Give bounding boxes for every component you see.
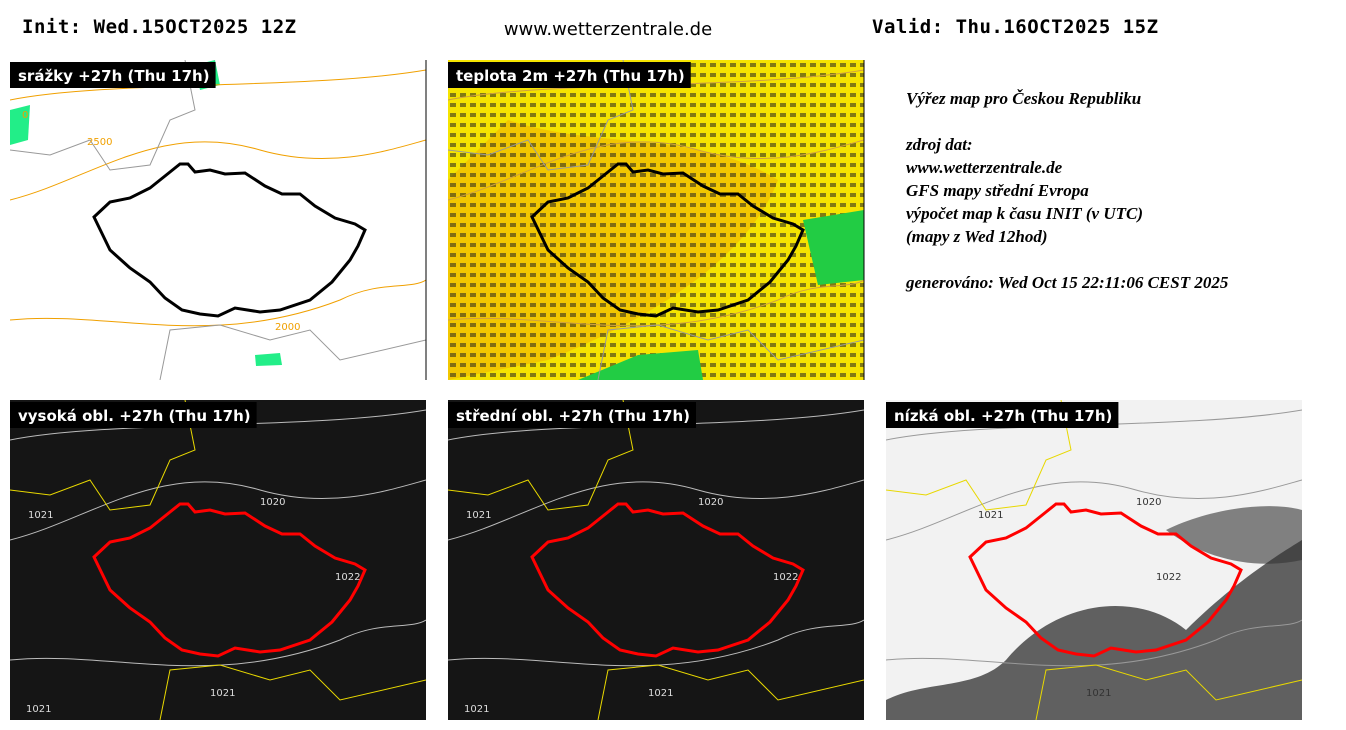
cold-area (578, 350, 703, 380)
value-grid (448, 60, 864, 380)
contour-line (886, 479, 1302, 541)
map-body: 1020 1021 1022 1021 (886, 400, 1302, 720)
contour-label: 1021 (466, 510, 491, 521)
contour-label: 1020 (1136, 497, 1161, 508)
contour-line (448, 479, 864, 541)
label-background (886, 402, 1119, 428)
label-background (448, 62, 691, 88)
contour-label: 1021 (1086, 688, 1111, 699)
valid-time: Valid: Thu.16OCT2025 15Z (872, 16, 1159, 38)
contour-line (448, 139, 864, 201)
map-background (448, 400, 864, 720)
contour-label: 1021 (26, 704, 51, 715)
precip (255, 353, 282, 366)
contour-line (10, 60, 196, 171)
map-background (10, 60, 426, 380)
map-body (448, 60, 864, 380)
label-background (10, 402, 257, 428)
map-body: 1020 1021 1022 1021 1021 (10, 400, 426, 720)
info-line: (mapy z Wed 12hod) (906, 227, 1048, 246)
panel-label: nízká obl. +27h (Thu 17h) (894, 407, 1112, 425)
panel-label: střední obl. +27h (Thu 17h) (456, 407, 690, 425)
contour-label: 1021 (210, 688, 235, 699)
contour-line (159, 664, 426, 720)
contour-line (886, 400, 1072, 511)
contour-label: 1021 (978, 510, 1003, 521)
precip (10, 105, 30, 145)
contour-label: 0 (22, 110, 28, 121)
contour-label: 1021 (464, 704, 489, 715)
cloud (886, 540, 1302, 720)
map-panel: 1020 1021 1022 1021 1021 střední obl. +27h (T… (448, 400, 864, 720)
info-line: výpočet map k času INIT (v UTC) (906, 204, 1143, 223)
map-panel: 1020 1021 1022 1021 nízká obl. +27h (Thu 17h… (886, 400, 1302, 720)
init-time: Init: Wed.15OCT2025 12Z (22, 16, 297, 38)
contour-label: 1022 (335, 572, 360, 583)
site-url: www.wetterzentrale.de (504, 19, 712, 40)
contour-line (10, 479, 426, 541)
contour-label: 1022 (773, 572, 798, 583)
info-line: www.wetterzentrale.de (906, 158, 1063, 177)
contour-label: 1021 (28, 510, 53, 521)
contour-label: 2500 (87, 137, 112, 148)
map-body: 1020 1021 1022 1021 1021 (448, 400, 864, 720)
contour-line (10, 619, 426, 667)
map-background (10, 400, 426, 720)
contour-label: 1021 (648, 688, 673, 699)
map-panel: 1020 1021 1022 1021 1021 vysoká obl. +27h (Th… (10, 400, 426, 720)
map-panel: 0 2500 2000 srážky +27h (Thu 17h) (10, 60, 427, 380)
panel-label: srážky +27h (Thu 17h) (18, 67, 210, 85)
info-box: Výřez map pro Českou Republiku zdroj dat:… (905, 89, 1229, 292)
panel-label: vysoká obl. +27h (Thu 17h) (18, 407, 251, 425)
contour-line (10, 279, 426, 327)
label-background (448, 402, 696, 428)
contour-line (448, 400, 634, 511)
contour-label: 1020 (698, 497, 723, 508)
contour-line (448, 619, 864, 667)
contour-label: 1020 (260, 497, 285, 508)
contour-line (597, 664, 864, 720)
contour-line (448, 60, 634, 171)
contour-line (886, 619, 1302, 667)
cloud (1166, 506, 1302, 564)
info-line: Výřez map pro Českou Republiku (906, 89, 1141, 108)
contour-line (10, 400, 196, 511)
contour-line (159, 324, 426, 380)
cold-area (803, 210, 864, 285)
contour-line (448, 279, 864, 327)
label-background (10, 62, 216, 88)
map-panel: teplota 2m +27h (Thu 17h) (448, 60, 865, 380)
contour-line (1035, 664, 1302, 720)
contour-label: 1022 (1156, 572, 1181, 583)
info-line: zdroj dat: (905, 135, 973, 154)
map-panels: 0 2500 2000 srážky +27h (Thu 17h) teplota 2m… (10, 60, 1302, 720)
contour-line (597, 324, 864, 380)
panel-label: teplota 2m +27h (Thu 17h) (456, 67, 685, 85)
info-line: GFS mapy střední Evropa (906, 181, 1089, 200)
info-line: generováno: Wed Oct 15 22:11:06 CEST 202… (905, 273, 1229, 292)
contour-label: 2000 (275, 322, 300, 333)
contour-line (10, 139, 426, 201)
map-body: 0 2500 2000 (10, 60, 426, 380)
